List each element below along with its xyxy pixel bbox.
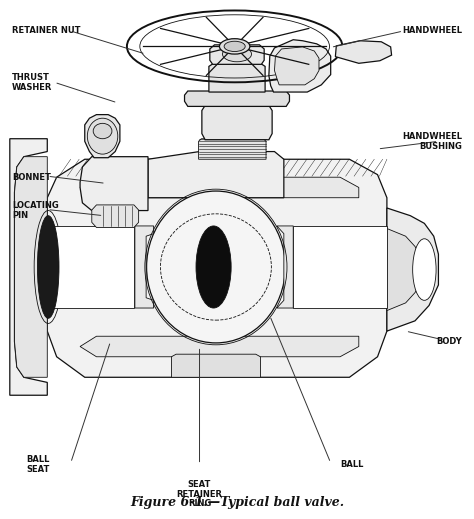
- Ellipse shape: [222, 46, 252, 62]
- Circle shape: [146, 191, 285, 343]
- Text: Figure 6-1.—Typical ball valve.: Figure 6-1.—Typical ball valve.: [130, 497, 344, 510]
- Polygon shape: [80, 157, 148, 211]
- Text: BODY: BODY: [436, 337, 462, 346]
- Ellipse shape: [196, 226, 231, 308]
- Ellipse shape: [219, 39, 250, 54]
- Polygon shape: [47, 226, 134, 308]
- Polygon shape: [210, 45, 264, 64]
- Polygon shape: [293, 226, 387, 308]
- Text: BALL: BALL: [340, 460, 364, 469]
- Polygon shape: [148, 152, 284, 198]
- Polygon shape: [199, 139, 266, 159]
- Polygon shape: [135, 226, 154, 308]
- Polygon shape: [209, 63, 265, 92]
- Polygon shape: [15, 157, 47, 377]
- Polygon shape: [387, 228, 422, 310]
- Text: HANDWHEEL
BUSHING: HANDWHEEL BUSHING: [402, 132, 462, 151]
- Ellipse shape: [224, 41, 245, 51]
- Polygon shape: [269, 40, 331, 92]
- Ellipse shape: [87, 118, 118, 154]
- Text: THRUST
WASHER: THRUST WASHER: [12, 73, 53, 92]
- Text: RETAINER NUT: RETAINER NUT: [12, 26, 81, 35]
- Polygon shape: [202, 105, 272, 140]
- Polygon shape: [80, 177, 359, 198]
- Text: BALL
SEAT: BALL SEAT: [26, 455, 50, 474]
- Polygon shape: [277, 226, 293, 308]
- Polygon shape: [336, 40, 392, 63]
- Polygon shape: [92, 205, 138, 227]
- Polygon shape: [172, 354, 260, 377]
- Polygon shape: [80, 336, 359, 357]
- Ellipse shape: [413, 239, 436, 301]
- Text: HANDWHEEL: HANDWHEEL: [402, 26, 462, 35]
- Text: SEAT
RETAINER
RING: SEAT RETAINER RING: [176, 480, 222, 508]
- Polygon shape: [85, 115, 120, 158]
- Polygon shape: [184, 91, 290, 106]
- Text: LOCATING
PIN: LOCATING PIN: [12, 201, 59, 220]
- Polygon shape: [274, 47, 319, 85]
- Polygon shape: [47, 159, 387, 377]
- Polygon shape: [387, 208, 438, 331]
- Text: BONNET: BONNET: [12, 173, 51, 182]
- Ellipse shape: [93, 124, 112, 139]
- Ellipse shape: [37, 216, 59, 318]
- Polygon shape: [10, 139, 47, 395]
